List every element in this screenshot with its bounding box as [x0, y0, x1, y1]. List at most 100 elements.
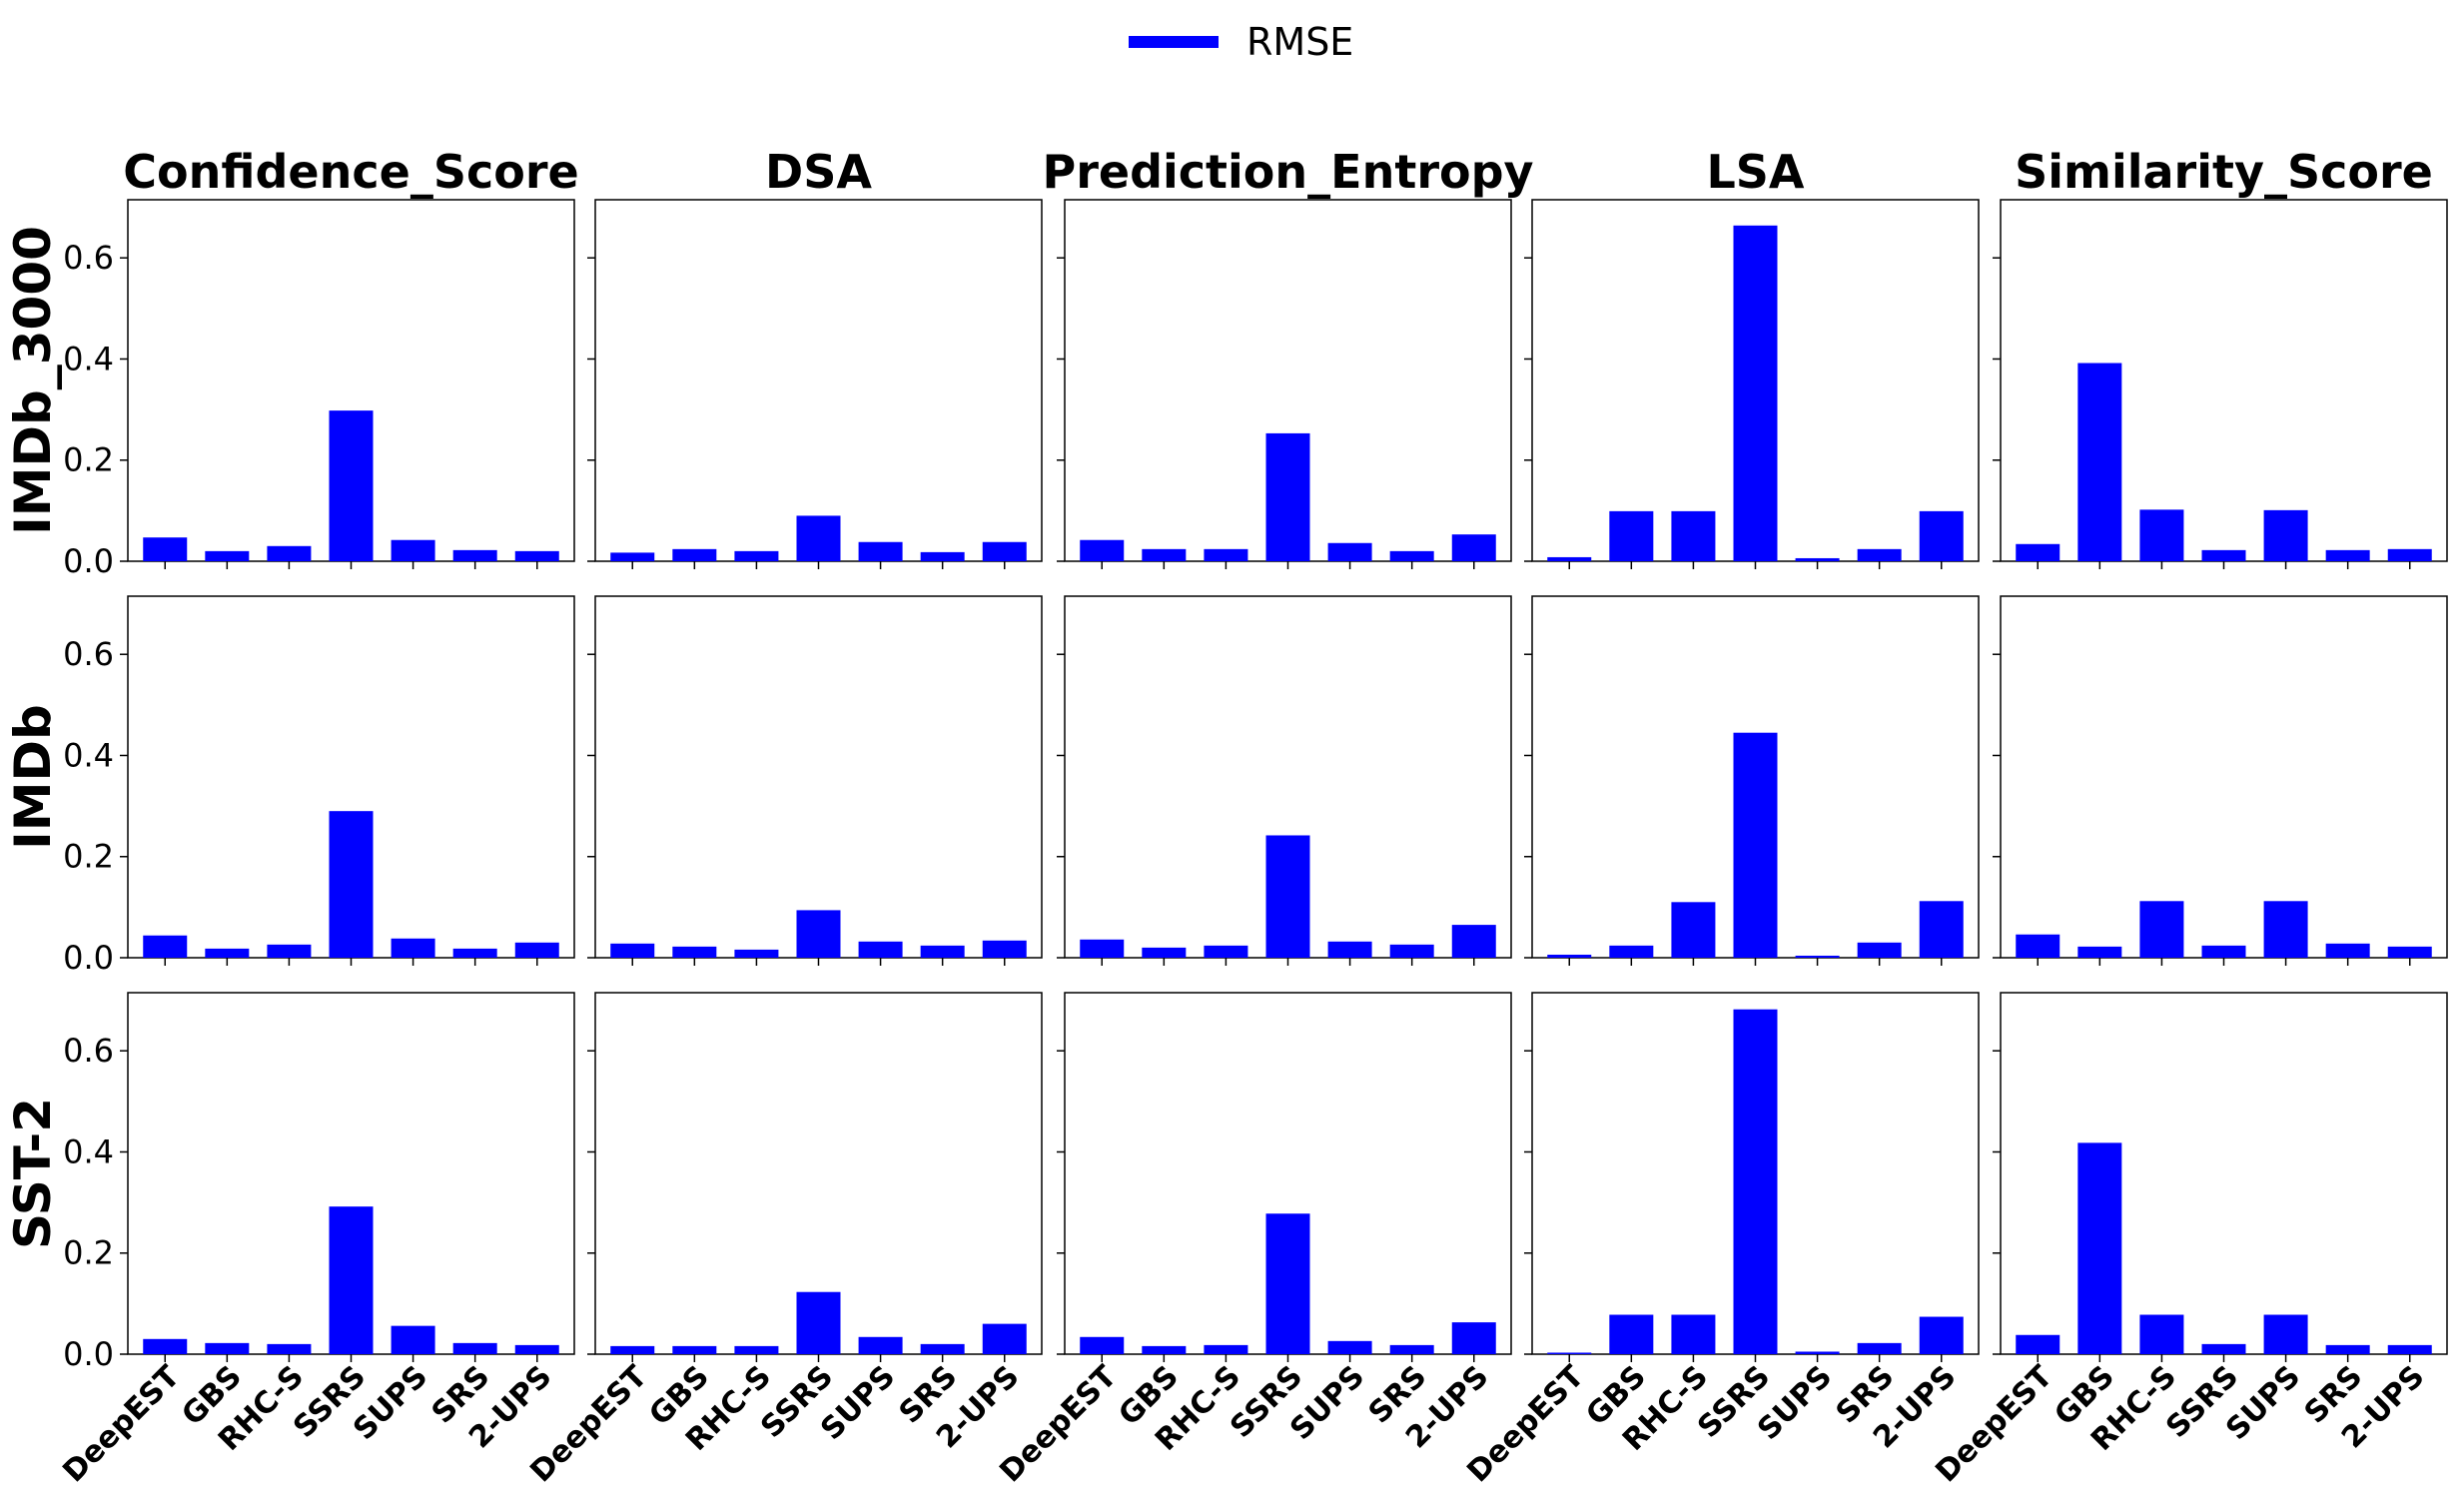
- bar-r0-c2-DeepEST: [1080, 539, 1125, 561]
- bar-r1-c2-SUPS: [1327, 941, 1372, 958]
- bar-r2-c1-GBS: [672, 1345, 717, 1354]
- bar-r0-c3-RHC-S: [1671, 510, 1716, 561]
- bar-r1-c0-SUPS: [391, 938, 435, 958]
- bar-r2-c3-DeepEST: [1547, 1352, 1592, 1354]
- legend: RMSE: [1129, 14, 1353, 70]
- subplot-frame-r0-c1: [594, 199, 1043, 562]
- bar-r0-c4-DeepEST: [2016, 543, 2060, 561]
- subplot-frame-r0-c4: [2000, 199, 2448, 562]
- bar-r1-c3-DeepEST: [1547, 954, 1592, 958]
- subplot-frame-r2-c4: [2000, 992, 2448, 1355]
- bar-r1-c1-RHC-S: [734, 949, 779, 958]
- bar-r0-c4-SRS: [2325, 549, 2370, 561]
- bar-r2-c4-SSRS: [2201, 1343, 2246, 1354]
- bar-r1-c4-RHC-S: [2139, 901, 2184, 958]
- bar-r0-c4-RHC-S: [2139, 509, 2184, 561]
- bar-r1-c3-RHC-S: [1671, 902, 1716, 958]
- bar-r0-c4-SUPS: [2263, 509, 2308, 561]
- bar-r0-c3-SRS: [1857, 548, 1902, 561]
- bar-r1-c3-SUPS: [1795, 955, 1840, 958]
- bar-r1-c4-GBS: [2077, 946, 2122, 958]
- bar-r0-c1-SUPS: [858, 541, 903, 561]
- bar-r2-c3-SRS: [1857, 1342, 1902, 1354]
- bar-r1-c4-SRS: [2325, 943, 2370, 958]
- row-title-1: IMDb: [4, 704, 62, 850]
- bar-r0-c1-DeepEST: [610, 552, 655, 561]
- bar-r1-c1-2-UPS: [982, 940, 1027, 958]
- bar-r0-c1-SSRS: [796, 515, 841, 561]
- bar-r2-c3-RHC-S: [1671, 1314, 1716, 1354]
- bar-r2-c2-2-UPS: [1451, 1322, 1496, 1354]
- bar-r0-c0-SSRS: [329, 410, 374, 561]
- bar-r0-c4-GBS: [2077, 363, 2122, 561]
- ytick-label-r1-0: 0.0: [63, 939, 114, 977]
- ytick-label-r2-0: 0.0: [63, 1335, 114, 1373]
- bar-r0-c3-SUPS: [1795, 557, 1840, 561]
- bar-r2-c4-DeepEST: [2016, 1334, 2060, 1354]
- bar-r2-c2-DeepEST: [1080, 1336, 1125, 1354]
- bar-r2-c2-RHC-S: [1204, 1344, 1248, 1354]
- bar-r0-c0-2-UPS: [514, 550, 559, 561]
- bar-r2-c3-SUPS: [1795, 1351, 1840, 1354]
- row-title-0: IMDb_3000: [4, 226, 62, 535]
- bar-r1-c3-SRS: [1857, 942, 1902, 958]
- bar-r2-c1-2-UPS: [982, 1323, 1027, 1354]
- bar-r2-c2-GBS: [1142, 1345, 1187, 1354]
- xtick-label-c0-DeepEST: DeepEST: [56, 1359, 187, 1490]
- bar-r2-c0-SRS: [452, 1342, 497, 1354]
- bar-r2-c1-SUPS: [858, 1336, 903, 1354]
- bar-r2-c3-2-UPS: [1919, 1316, 1964, 1354]
- bar-r2-c1-DeepEST: [610, 1345, 655, 1354]
- bar-r2-c0-SUPS: [391, 1325, 435, 1354]
- bar-r2-c4-SRS: [2325, 1344, 2370, 1354]
- bar-r1-c2-RHC-S: [1204, 945, 1248, 958]
- ytick-label-r1-3: 0.6: [63, 635, 114, 673]
- bar-r0-c1-RHC-S: [734, 550, 779, 561]
- bar-r1-c0-2-UPS: [514, 942, 559, 958]
- bar-r1-c3-SSRS: [1733, 732, 1778, 958]
- bar-r1-c4-SUPS: [2263, 901, 2308, 958]
- bar-r1-c1-SUPS: [858, 941, 903, 958]
- subplot-frame-r1-c1: [594, 595, 1043, 959]
- bar-r0-c2-SSRS: [1265, 432, 1310, 561]
- bar-r0-c0-SRS: [452, 549, 497, 561]
- bar-r1-c0-RHC-S: [267, 944, 312, 958]
- ytick-label-r1-2: 0.4: [63, 736, 114, 774]
- legend-label: RMSE: [1246, 20, 1354, 64]
- bar-r1-c0-SRS: [452, 948, 497, 958]
- bar-r2-c4-GBS: [2077, 1142, 2122, 1354]
- bar-r0-c2-SUPS: [1327, 542, 1372, 561]
- bar-r0-c1-SRS: [920, 551, 965, 561]
- bar-r0-c2-RHC-S: [1204, 548, 1248, 561]
- bar-r2-c4-RHC-S: [2139, 1314, 2184, 1354]
- ytick-label-r1-1: 0.2: [63, 838, 114, 876]
- column-title-3: LSA: [1706, 145, 1804, 199]
- bar-r1-c4-2-UPS: [2387, 946, 2432, 958]
- bar-r2-c1-SSRS: [796, 1291, 841, 1354]
- bar-r0-c1-2-UPS: [982, 541, 1027, 561]
- bar-r2-c1-RHC-S: [734, 1345, 779, 1354]
- bar-r0-c0-SUPS: [391, 539, 435, 561]
- bar-r2-c4-SUPS: [2263, 1314, 2308, 1354]
- bar-r0-c0-DeepEST: [143, 537, 188, 561]
- bar-r0-c0-GBS: [205, 550, 250, 561]
- bar-r2-c0-DeepEST: [143, 1338, 188, 1354]
- bar-r1-c2-SRS: [1389, 944, 1434, 958]
- bar-r0-c3-DeepEST: [1547, 556, 1592, 561]
- bar-r2-c0-2-UPS: [514, 1344, 559, 1354]
- column-title-4: Similarity_Score: [2015, 145, 2433, 199]
- bar-r1-c0-GBS: [205, 948, 250, 958]
- bar-r0-c0-RHC-S: [267, 545, 312, 561]
- column-title-0: Confidence_Score: [123, 145, 578, 199]
- ytick-label-r0-2: 0.4: [63, 340, 114, 377]
- bar-r0-c4-SSRS: [2201, 549, 2246, 561]
- row-title-2: SST-2: [4, 1098, 62, 1249]
- bar-r0-c1-GBS: [672, 548, 717, 561]
- bar-r1-c0-DeepEST: [143, 935, 188, 958]
- bar-r0-c3-2-UPS: [1919, 510, 1964, 561]
- legend-swatch: [1129, 36, 1219, 48]
- ytick-label-r0-0: 0.0: [63, 542, 114, 580]
- bar-r0-c4-2-UPS: [2387, 548, 2432, 561]
- bar-r1-c4-SSRS: [2201, 945, 2246, 958]
- bar-r2-c2-SSRS: [1265, 1213, 1310, 1354]
